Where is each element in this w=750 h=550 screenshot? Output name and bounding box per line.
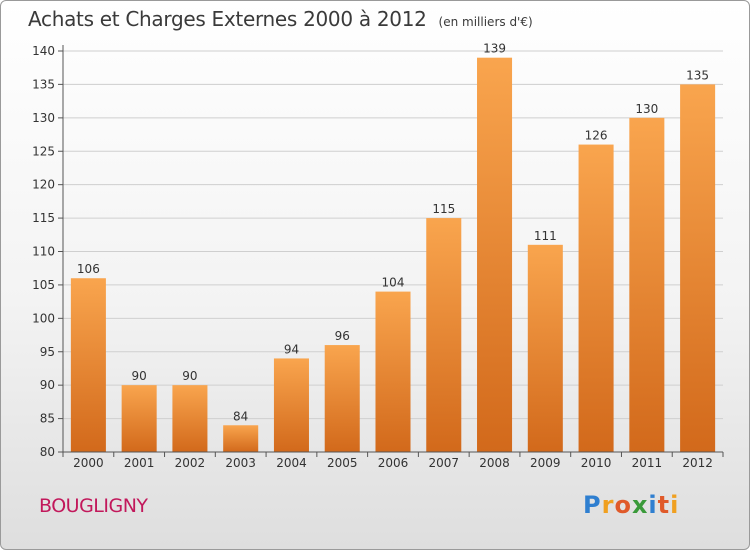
- bar: [223, 425, 259, 452]
- y-tick-label: 140: [32, 44, 55, 58]
- y-tick-label: 110: [32, 245, 55, 259]
- bars: 106 90 90 84 94 96 104 115 139 111 126 130 135: [70, 42, 716, 453]
- x-tick-label: 2011: [632, 456, 663, 470]
- bar: [527, 244, 563, 452]
- bar-value-label: 139: [483, 42, 506, 56]
- bar: [578, 144, 614, 453]
- bar: [121, 385, 157, 452]
- x-tick-label: 2003: [225, 456, 256, 470]
- x-tick-label: 2007: [428, 456, 459, 470]
- x-tick-label: 2000: [73, 456, 104, 470]
- x-tick-label: 2010: [581, 456, 612, 470]
- x-tick-label: 2001: [124, 456, 155, 470]
- bar-value-label: 90: [182, 369, 197, 383]
- y-tick-label: 120: [32, 178, 55, 192]
- bar-value-label: 115: [432, 202, 455, 216]
- bar: [629, 117, 665, 452]
- logo-letter: i: [648, 491, 658, 519]
- logo-letter: P: [583, 491, 602, 519]
- x-tick-label: 2006: [378, 456, 409, 470]
- proxiti-logo: Proxiti: [583, 491, 679, 519]
- logo-letter: t: [657, 491, 671, 519]
- x-tick-label: 2008: [479, 456, 510, 470]
- bar-value-label: 104: [382, 276, 405, 290]
- y-tick-label: 105: [32, 278, 55, 292]
- bar-value-label: 96: [335, 329, 350, 343]
- bar-value-label: 130: [635, 102, 658, 116]
- bar: [273, 358, 309, 452]
- x-tick-label: 2002: [175, 456, 206, 470]
- bar-value-label: 94: [284, 342, 299, 356]
- y-tick-label: 100: [32, 311, 55, 325]
- logo-letter: i: [670, 491, 680, 519]
- bar-value-label: 135: [686, 68, 709, 82]
- logo-letter: x: [631, 491, 649, 519]
- chart-title: Achats et Charges Externes 2000 à 2012: [28, 7, 427, 31]
- y-tick-label: 95: [40, 345, 55, 359]
- y-tick-label: 85: [40, 412, 55, 426]
- bar: [426, 218, 462, 452]
- y-tick-label: 80: [40, 445, 55, 459]
- commune-name: BOUGLIGNY: [39, 495, 148, 517]
- bar-value-label: 90: [132, 369, 147, 383]
- y-tick-label: 90: [40, 378, 55, 392]
- chart-header: Achats et Charges Externes 2000 à 2012 (e…: [28, 7, 533, 31]
- bar: [375, 291, 411, 452]
- x-tick-label: 2012: [682, 456, 713, 470]
- y-tick-label: 115: [32, 211, 55, 225]
- bar: [680, 84, 716, 453]
- logo-letter: o: [614, 491, 632, 519]
- y-tick-label: 125: [32, 144, 55, 158]
- bar-value-label: 106: [77, 262, 100, 276]
- bar-value-label: 111: [534, 229, 557, 243]
- x-tick-label: 2009: [530, 456, 561, 470]
- x-tick-label: 2005: [327, 456, 358, 470]
- y-tick-label: 130: [32, 111, 55, 125]
- bar: [70, 278, 106, 452]
- bar: [172, 385, 208, 452]
- bar-value-label: 84: [233, 409, 248, 423]
- unit-note: (en milliers d'€): [438, 15, 533, 29]
- x-tick-label: 2004: [276, 456, 307, 470]
- bar: [324, 345, 360, 452]
- logo-letter: r: [601, 491, 615, 519]
- axes: 80 85 90 95 100 105 110 115 120 125 130 135 140 2000 2…: [32, 44, 724, 470]
- y-tick-label: 135: [32, 77, 55, 91]
- bar-value-label: 126: [585, 129, 608, 143]
- bar: [477, 57, 513, 452]
